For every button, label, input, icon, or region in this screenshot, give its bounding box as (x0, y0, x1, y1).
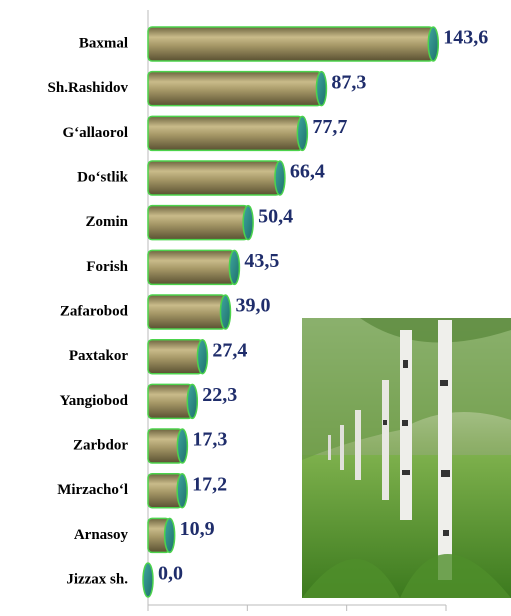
y-tick-label: Sh.Rashidov (48, 80, 129, 96)
y-tick-label: Yangiobod (60, 393, 129, 409)
bar-cap (274, 160, 286, 196)
bar (147, 294, 227, 330)
bar-cap (228, 249, 241, 286)
y-tick-label: Mirzacho‘l (57, 482, 128, 498)
value-label: 143,6 (443, 27, 488, 49)
bar-cap (176, 472, 188, 509)
value-label: 39,0 (235, 295, 270, 317)
value-label: 17,3 (192, 429, 227, 451)
bar (147, 383, 194, 420)
value-label: 43,5 (244, 250, 279, 272)
value-label: 66,4 (290, 161, 325, 183)
bar-cap (176, 428, 189, 464)
bar-cap (296, 115, 309, 152)
y-tick-label: Do‘stlik (77, 169, 128, 185)
y-tick-label: Arnasoy (74, 527, 129, 543)
bar (147, 115, 304, 152)
y-tick-label: G‘allaorol (62, 125, 128, 141)
value-label: 50,4 (258, 205, 293, 227)
bar (147, 160, 281, 196)
value-label: 0,0 (158, 563, 183, 585)
y-tick-label: Zomin (85, 214, 128, 230)
bar (147, 338, 204, 375)
bar (147, 70, 323, 107)
bar-cap (142, 562, 154, 598)
bar-cap (196, 338, 209, 375)
bar (147, 204, 249, 241)
bar-cap (219, 294, 232, 330)
bar-cap (427, 26, 440, 62)
value-label: 10,9 (180, 518, 215, 540)
bar (147, 249, 236, 286)
bar-cap (163, 517, 176, 554)
bar-cap (186, 383, 199, 420)
y-tick-label: Forish (86, 259, 128, 275)
value-label: 77,7 (312, 116, 347, 138)
y-tick-label: Baxmal (79, 35, 128, 51)
y-tick-label: Zarbdor (73, 437, 128, 453)
value-label: 27,4 (212, 339, 247, 361)
y-tick-label: Zafarobod (60, 303, 129, 319)
photo (302, 318, 511, 598)
bar-cap (242, 204, 254, 241)
value-label: 17,2 (192, 473, 227, 495)
bar-cap (315, 70, 328, 107)
value-label: 22,3 (202, 384, 237, 406)
bar (147, 26, 435, 62)
value-label: 87,3 (331, 71, 366, 93)
y-tick-label: Jizzax sh. (66, 571, 128, 587)
y-tick-label: Paxtakor (69, 348, 129, 364)
